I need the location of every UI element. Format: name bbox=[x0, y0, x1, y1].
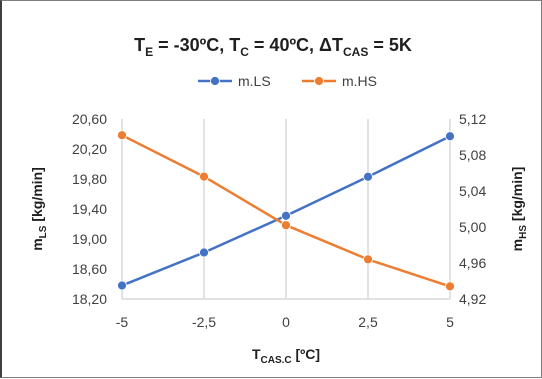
y-right-tick-label: 5,04 bbox=[459, 183, 486, 199]
x-tick-label: -2,5 bbox=[192, 314, 216, 330]
legend-label: m.LS bbox=[238, 73, 271, 89]
legend: m.LS m.HS bbox=[198, 73, 377, 89]
x-tick-label: 0 bbox=[282, 314, 290, 330]
data-point-m-ls bbox=[199, 247, 209, 258]
y-left-tick-label: 20,20 bbox=[72, 141, 107, 157]
data-point-m-hs bbox=[281, 220, 291, 231]
x-tick-label: 2,5 bbox=[358, 314, 378, 330]
y-left-tick-label: 19,00 bbox=[72, 231, 107, 247]
legend-label: m.HS bbox=[342, 73, 377, 89]
x-axis-title: TCAS.C [ºC] bbox=[252, 346, 320, 366]
data-point-m-hs bbox=[117, 130, 127, 141]
x-tick-label: -5 bbox=[116, 314, 129, 330]
y-right-axis-title: mHS [kg/min] bbox=[509, 167, 529, 252]
y-right-tick-label: 5,00 bbox=[459, 219, 486, 235]
gridlines bbox=[121, 119, 451, 300]
y-left-tick-label: 19,80 bbox=[72, 171, 107, 187]
data-point-m-hs bbox=[445, 281, 455, 292]
y-left-tick-label: 18,20 bbox=[72, 291, 107, 307]
y-left-axis-title: mLS [kg/min] bbox=[29, 167, 49, 251]
y-left-tick-label: 20,60 bbox=[72, 111, 107, 127]
y-left-tick-label: 19,40 bbox=[72, 201, 107, 217]
y-right-tick-label: 5,12 bbox=[459, 111, 486, 127]
y-right-tick-label: 4,96 bbox=[459, 255, 486, 271]
y-right-tick-label: 5,08 bbox=[459, 147, 486, 163]
data-point-m-hs bbox=[363, 254, 373, 265]
data-point-m-ls bbox=[445, 131, 455, 142]
y-left-tick-label: 18,60 bbox=[72, 261, 107, 277]
y-right-tick-label: 4,92 bbox=[459, 291, 486, 307]
series-markers bbox=[117, 130, 455, 292]
chart-title: TE = -30ºC, TC = 40ºC, ΔTCAS = 5K bbox=[134, 35, 412, 59]
data-point-m-ls bbox=[363, 171, 373, 182]
legend-marker bbox=[314, 76, 324, 86]
x-tick-label: 5 bbox=[446, 314, 454, 330]
data-point-m-hs bbox=[199, 171, 209, 182]
legend-marker bbox=[210, 76, 220, 86]
chart-text: 20,60 20,20 19,80 19,40 19,00 18,60 18,20 5,12 5… bbox=[29, 35, 529, 366]
data-point-m-ls bbox=[281, 210, 291, 221]
data-point-m-ls bbox=[117, 280, 127, 291]
